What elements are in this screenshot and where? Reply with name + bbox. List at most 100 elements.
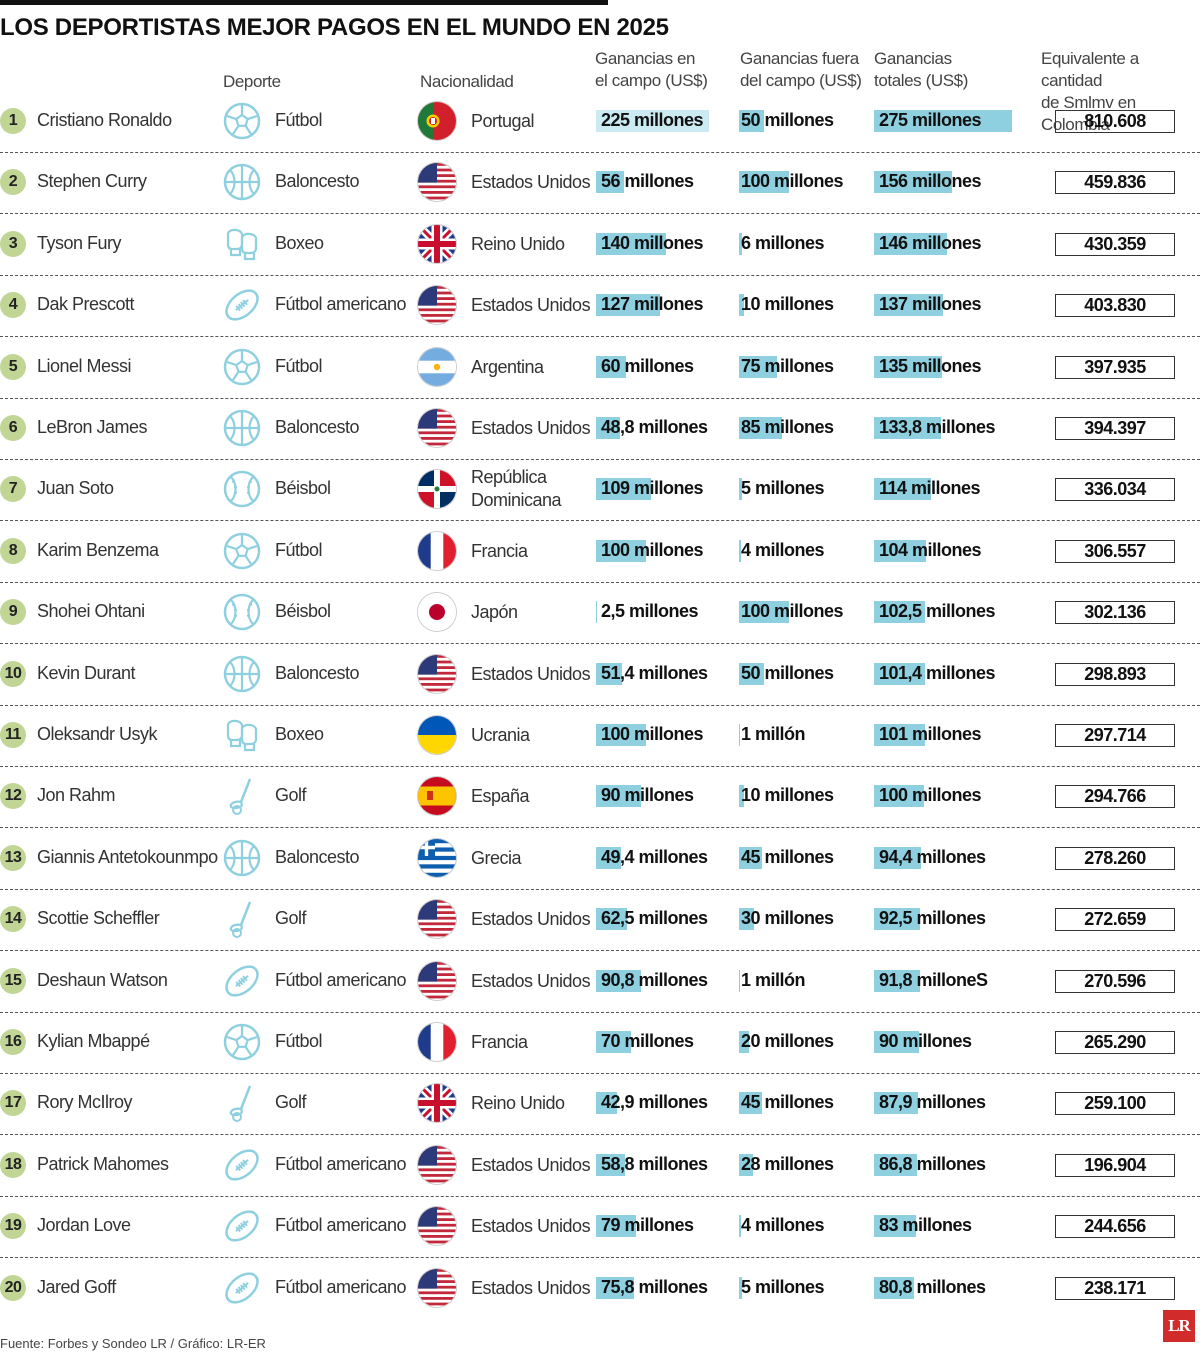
off-field-earnings-value: 5 millones [741,1276,825,1297]
row-separator [0,1012,1200,1013]
off-field-earnings-bar [739,785,744,808]
nationality-label: Estados Unidos [471,1277,591,1298]
total-earnings-value: 80,8 millones [879,1276,986,1297]
rank-badge: 2 [0,169,26,196]
table-row: 10 Kevin Durant Baloncesto Estados Unidos 51… [0,644,1200,705]
athlete-name: LeBron James [37,417,148,437]
american-football-icon [222,285,262,325]
sport-label: Baloncesto [275,417,360,437]
table-row: 20 Jared Goff Fútbol americano Estados Unid… [0,1258,1200,1319]
dominican-flag-icon [418,470,456,509]
athlete-name: Jordan Love [37,1215,131,1236]
sport-label: Fútbol americano [275,1153,407,1174]
total-earnings-value: 87,9 millones [879,1092,986,1113]
argentina-flag-icon [418,347,456,386]
nationality-label: Argentina [471,356,544,377]
row-separator [0,520,1200,521]
nationality-label: Estados Unidos [471,970,591,991]
american-football-icon [222,1145,262,1185]
on-field-earnings-bar [596,908,628,931]
total-earnings-value: 275 millones [879,110,982,130]
nationality-label: Portugal [471,111,535,131]
header-deporte: Deporte [223,72,281,91]
rank-badge: 6 [0,415,26,441]
total-earnings-value: 101 millones [879,724,982,744]
on-field-earnings-value: 90 millones [601,785,694,806]
on-field-earnings-value: 225 millones [601,110,704,130]
sport-label: Baloncesto [275,662,360,683]
off-field-earnings-bar [739,908,754,931]
golf-club-icon [222,899,262,939]
total-earnings-value: 101,4 millones [879,662,996,683]
off-field-earnings-value: 1 millón [741,724,806,744]
spain-flag-icon [418,777,456,816]
on-field-earnings-value: 49,4 millones [601,846,708,867]
usa-flag-icon [418,1207,456,1246]
sport-label: Baloncesto [275,171,360,192]
nationality-label: España [471,786,530,807]
on-field-earnings-value: 75,8 millones [601,1276,708,1297]
total-earnings-value: 114 millones [879,478,981,499]
rank-badge: 13 [0,844,26,871]
soccer-ball-icon [222,347,262,387]
total-earnings-bar [874,294,943,317]
smlmv-equivalent-value: 459.836 [1055,171,1175,195]
on-field-earnings-bar [596,478,651,501]
smlmv-equivalent-value: 294.766 [1055,785,1175,809]
chart-title: LOS DEPORTISTAS MEJOR PAGOS EN EL MUNDO … [0,14,669,41]
sport-label: Fútbol americano [275,1276,407,1297]
athlete-name: Cristiano Ronaldo [37,110,172,130]
row-separator [0,459,1200,460]
total-earnings-bar [874,1092,918,1115]
on-field-earnings-value: 56 millones [601,171,694,192]
rank-badge: 3 [0,230,26,257]
lr-logo: LR [1163,1310,1195,1342]
total-earnings-bar [874,846,922,869]
table-row: 19 Jordan Love Fútbol americano Estados Uni… [0,1196,1200,1257]
sport-label: Fútbol [275,110,323,130]
table-row: 14 Scottie Scheffler Golf Estados Unidos 62,… [0,889,1200,950]
smlmv-equivalent-value: 259.100 [1055,1092,1175,1116]
portugal-flag-icon [418,102,456,140]
on-field-earnings-value: 51,4 millones [601,662,708,683]
off-field-earnings-bar [739,1031,749,1053]
row-separator [0,705,1200,706]
smlmv-equivalent-value: 403.830 [1055,294,1175,318]
american-football-icon [222,1268,262,1308]
ukraine-flag-icon [418,716,456,754]
sport-label: Golf [275,785,307,806]
off-field-earnings-bar [739,110,764,132]
total-earnings-bar [874,232,947,255]
smlmv-equivalent-value: 302.136 [1055,601,1175,625]
on-field-earnings-bar [596,969,642,992]
total-earnings-value: 104 millones [879,539,982,560]
total-earnings-bar [874,1153,918,1176]
on-field-earnings-bar [596,355,626,378]
sport-label: Béisbol [275,601,331,622]
row-separator [0,1134,1200,1135]
athlete-name: Dak Prescott [37,294,135,315]
nationality-label: Estados Unidos [471,1154,591,1175]
smlmv-equivalent-value: 810.608 [1055,110,1175,133]
row-separator [0,1073,1200,1074]
athlete-name: Giannis Antetokounmpo [37,846,218,867]
sport-label: Fútbol [275,1031,323,1051]
total-earnings-value: 137 millones [879,294,982,315]
soccer-ball-icon [222,101,262,141]
smlmv-equivalent-value: 270.596 [1055,969,1175,993]
off-field-earnings-value: 50 millones [741,110,834,130]
athlete-name: Patrick Mahomes [37,1153,169,1174]
total-earnings-bar [874,662,925,685]
nationality-label: Estados Unidos [471,295,591,316]
off-field-earnings-value: 28 millones [741,1153,834,1174]
athlete-name: Jon Rahm [37,785,116,806]
rank-badge: 5 [0,353,26,380]
rank-badge: 14 [0,906,26,933]
total-earnings-bar [874,1276,915,1299]
athlete-name: Tyson Fury [37,232,122,253]
total-earnings-value: 90 millones [879,1031,972,1051]
on-field-earnings-bar [596,417,621,439]
athlete-name: Scottie Scheffler [37,908,160,929]
total-earnings-bar [874,539,926,562]
smlmv-equivalent-value: 272.659 [1055,908,1175,932]
